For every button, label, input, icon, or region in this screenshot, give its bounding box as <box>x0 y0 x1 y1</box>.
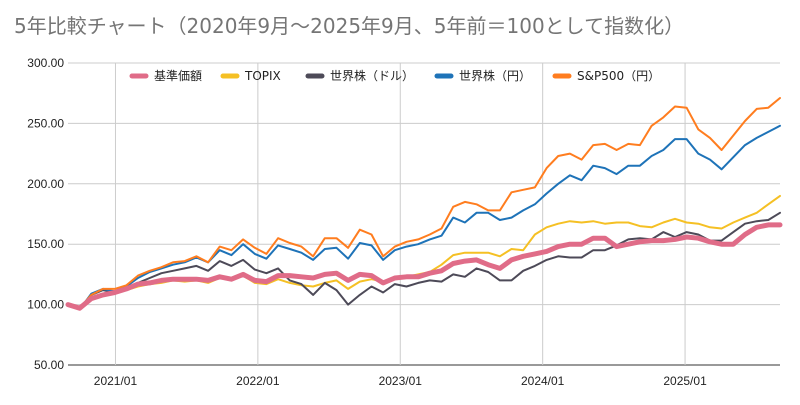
y-tick-label: 200.00 <box>27 177 64 191</box>
x-tick-label: 2024/01 <box>521 374 565 388</box>
x-tick-label: 2022/01 <box>236 374 280 388</box>
y-tick-label: 150.00 <box>27 237 64 251</box>
y-tick-label: 250.00 <box>27 116 64 130</box>
x-tick-label: 2021/01 <box>94 374 138 388</box>
y-tick-label: 100.00 <box>27 298 64 312</box>
series-line <box>67 194 781 310</box>
chart-title: 5年比較チャート（2020年9月〜2025年9月、5年前＝100として指数化） <box>14 14 685 38</box>
y-tick-label: 300.00 <box>27 56 64 70</box>
legend-label: 世界株（円） <box>459 68 531 83</box>
x-tick-label: 2025/01 <box>663 374 707 388</box>
series-lines <box>65 97 783 311</box>
series-line <box>67 211 781 311</box>
legend: 基準価額 TOPIX 世界株（ドル） 世界株（円） S&P500（円） <box>129 68 660 83</box>
legend-label: 基準価額 <box>154 68 202 83</box>
legend-label: TOPIX <box>244 69 281 83</box>
x-tick-label: 2023/01 <box>379 374 423 388</box>
y-axis-ticks: 50.00 100.00 150.00 200.00 250.00 300.00 <box>27 56 64 372</box>
legend-label: S&P500（円） <box>577 69 660 83</box>
grid-lines <box>68 62 780 366</box>
legend-label: 世界株（ドル） <box>330 68 414 83</box>
y-tick-label: 50.00 <box>34 358 64 372</box>
series-line <box>67 124 781 311</box>
series-line <box>65 222 783 311</box>
x-axis-ticks: 2021/01 2022/01 2023/01 2024/01 2025/01 <box>94 374 707 388</box>
series-line <box>67 97 781 310</box>
